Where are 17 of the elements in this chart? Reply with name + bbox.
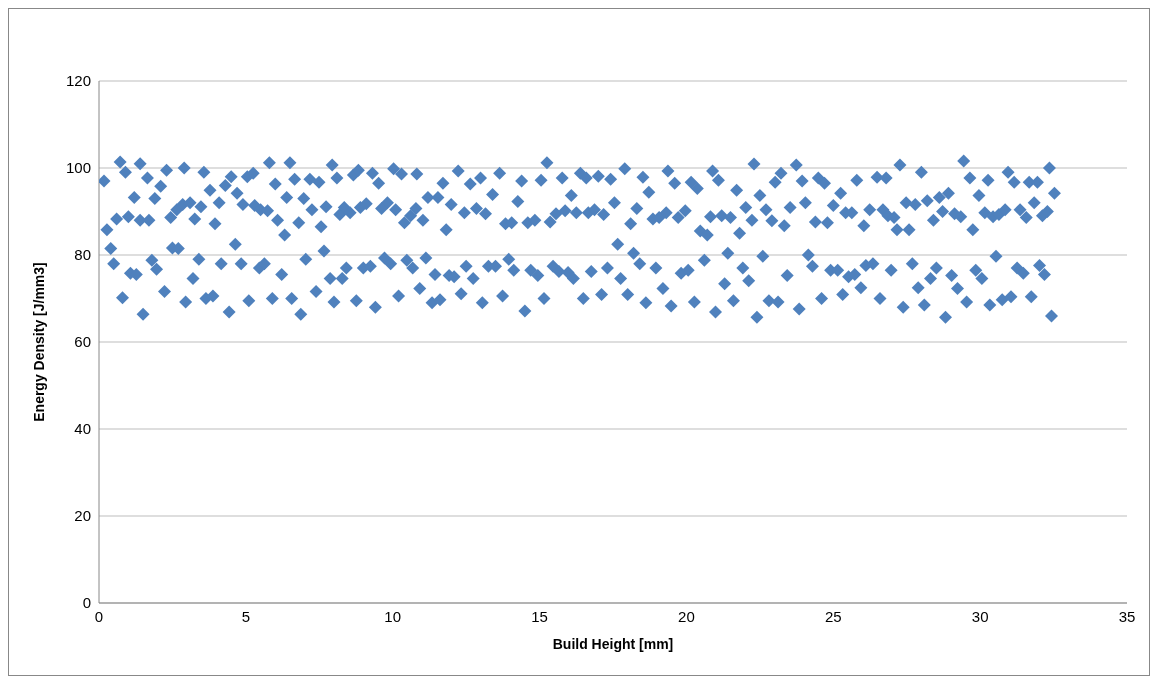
y-tick-label: 120 <box>65 72 91 90</box>
x-tick-label: 25 <box>824 607 842 625</box>
y-tick-label: 20 <box>74 507 91 525</box>
y-axis-title: Energy Density [J/mm3] <box>30 262 47 422</box>
y-tick-label: 100 <box>65 159 91 177</box>
x-tick-label: 20 <box>678 607 695 625</box>
x-tick-label: 5 <box>241 607 251 625</box>
x-tick-label: 10 <box>384 607 402 625</box>
y-tick-label: 0 <box>82 594 91 612</box>
x-tick-label: 15 <box>531 607 548 625</box>
x-tick-label: 30 <box>971 607 989 625</box>
y-tick-label: 60 <box>74 333 91 351</box>
x-tick-label: 35 <box>1118 607 1136 625</box>
x-axis-title: Build Height [mm] <box>552 636 674 652</box>
y-tick-label: 80 <box>74 246 91 264</box>
y-tick-label: 40 <box>74 420 91 438</box>
x-tick-label: 0 <box>94 607 104 625</box>
